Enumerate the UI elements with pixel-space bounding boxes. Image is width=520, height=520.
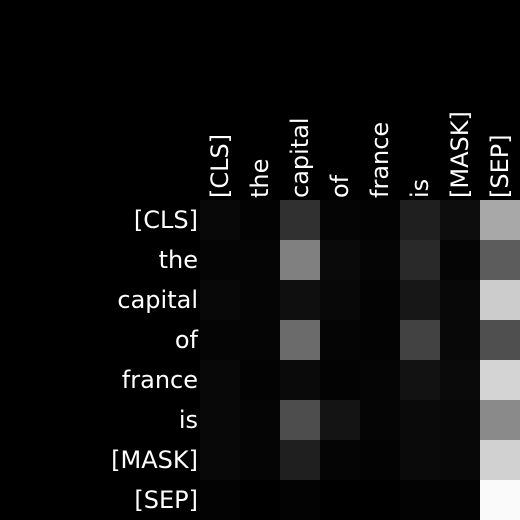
column-label: [SEP] bbox=[486, 134, 514, 198]
heatmap-cell-r1-c3 bbox=[320, 240, 360, 280]
heatmap-cell-r4-c4 bbox=[360, 360, 400, 400]
heatmap-cell-r4-c3 bbox=[320, 360, 360, 400]
heatmap-cell-r7-c4 bbox=[360, 480, 400, 520]
heatmap-cell-r2-c2 bbox=[280, 280, 320, 320]
heatmap-cell-r0-c2 bbox=[280, 200, 320, 240]
heatmap-cell-r6-c2 bbox=[280, 440, 320, 480]
column-label: [CLS] bbox=[206, 134, 234, 198]
heatmap-cell-r3-c7 bbox=[480, 320, 520, 360]
column-label: the bbox=[246, 159, 274, 198]
heatmap-cell-r7-c7 bbox=[480, 480, 520, 520]
column-label: [MASK] bbox=[446, 111, 474, 198]
heatmap-cell-r3-c1 bbox=[240, 320, 280, 360]
heatmap-cell-r6-c5 bbox=[400, 440, 440, 480]
heatmap-cell-r5-c5 bbox=[400, 400, 440, 440]
heatmap-cells bbox=[200, 200, 520, 520]
heatmap-cell-r6-c0 bbox=[200, 440, 240, 480]
row-label: capital bbox=[117, 286, 198, 314]
heatmap-cell-r3-c5 bbox=[400, 320, 440, 360]
heatmap-cell-r1-c2 bbox=[280, 240, 320, 280]
heatmap-cell-r0-c0 bbox=[200, 200, 240, 240]
heatmap-cell-r2-c5 bbox=[400, 280, 440, 320]
heatmap-cell-r5-c7 bbox=[480, 400, 520, 440]
heatmap-cell-r0-c7 bbox=[480, 200, 520, 240]
heatmap-cell-r6-c6 bbox=[440, 440, 480, 480]
heatmap-cell-r1-c5 bbox=[400, 240, 440, 280]
heatmap-cell-r2-c1 bbox=[240, 280, 280, 320]
heatmap-cell-r6-c3 bbox=[320, 440, 360, 480]
heatmap-cell-r4-c7 bbox=[480, 360, 520, 400]
row-label: [CLS] bbox=[134, 206, 198, 234]
heatmap-cell-r3-c3 bbox=[320, 320, 360, 360]
heatmap-cell-r5-c3 bbox=[320, 400, 360, 440]
row-label: [SEP] bbox=[134, 486, 198, 514]
heatmap-cell-r6-c7 bbox=[480, 440, 520, 480]
heatmap-cell-r7-c5 bbox=[400, 480, 440, 520]
column-label: is bbox=[406, 179, 434, 198]
heatmap-cell-r1-c0 bbox=[200, 240, 240, 280]
heatmap-cell-r0-c3 bbox=[320, 200, 360, 240]
heatmap-cell-r5-c2 bbox=[280, 400, 320, 440]
heatmap-cell-r7-c6 bbox=[440, 480, 480, 520]
heatmap-cell-r4-c2 bbox=[280, 360, 320, 400]
heatmap-cell-r6-c4 bbox=[360, 440, 400, 480]
heatmap-cell-r0-c1 bbox=[240, 200, 280, 240]
column-label: capital bbox=[286, 117, 314, 198]
heatmap-cell-r3-c2 bbox=[280, 320, 320, 360]
heatmap-cell-r2-c7 bbox=[480, 280, 520, 320]
heatmap-cell-r1-c4 bbox=[360, 240, 400, 280]
row-label: of bbox=[175, 326, 199, 354]
heatmap-cell-r2-c3 bbox=[320, 280, 360, 320]
heatmap-cell-r7-c3 bbox=[320, 480, 360, 520]
row-labels: [CLS] the capital of france is [MASK] [SEP] bbox=[111, 206, 198, 514]
heatmap-cell-r3-c4 bbox=[360, 320, 400, 360]
heatmap-cell-r3-c0 bbox=[200, 320, 240, 360]
heatmap-cell-r4-c6 bbox=[440, 360, 480, 400]
column-labels: [CLS] the capital of france is [MASK] [SEP] bbox=[206, 111, 514, 198]
row-label: [MASK] bbox=[111, 446, 198, 474]
column-label: france bbox=[366, 122, 394, 198]
heatmap-cell-r4-c0 bbox=[200, 360, 240, 400]
heatmap-cell-r1-c7 bbox=[480, 240, 520, 280]
heatmap-cell-r1-c1 bbox=[240, 240, 280, 280]
heatmap-cell-r2-c4 bbox=[360, 280, 400, 320]
heatmap-cell-r2-c0 bbox=[200, 280, 240, 320]
heatmap-cell-r7-c2 bbox=[280, 480, 320, 520]
heatmap-cell-r5-c6 bbox=[440, 400, 480, 440]
column-label: of bbox=[326, 174, 354, 198]
heatmap-cell-r2-c6 bbox=[440, 280, 480, 320]
heatmap-cell-r0-c5 bbox=[400, 200, 440, 240]
heatmap-cell-r3-c6 bbox=[440, 320, 480, 360]
row-label: is bbox=[179, 406, 198, 434]
heatmap-cell-r5-c4 bbox=[360, 400, 400, 440]
heatmap-cell-r7-c0 bbox=[200, 480, 240, 520]
row-label: france bbox=[122, 366, 198, 394]
heatmap-cell-r0-c6 bbox=[440, 200, 480, 240]
heatmap-cell-r7-c1 bbox=[240, 480, 280, 520]
heatmap-cell-r6-c1 bbox=[240, 440, 280, 480]
heatmap-cell-r4-c5 bbox=[400, 360, 440, 400]
heatmap-cell-r5-c0 bbox=[200, 400, 240, 440]
heatmap-cell-r0-c4 bbox=[360, 200, 400, 240]
row-label: the bbox=[159, 246, 198, 274]
heatmap-cell-r5-c1 bbox=[240, 400, 280, 440]
heatmap-cell-r1-c6 bbox=[440, 240, 480, 280]
heatmap-cell-r4-c1 bbox=[240, 360, 280, 400]
